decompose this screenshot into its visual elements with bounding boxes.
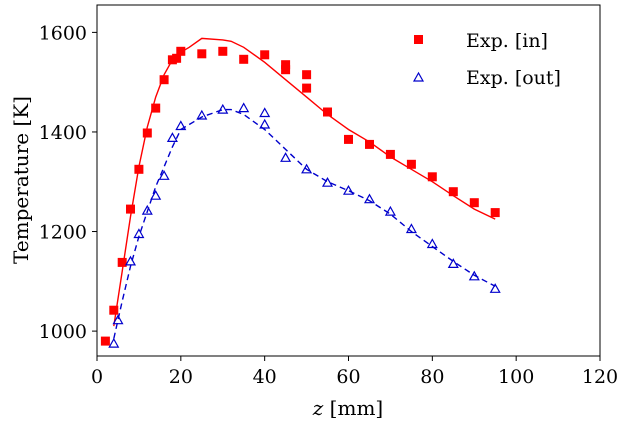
point-exp-out [112,314,124,325]
point-exp-out [158,170,170,180]
x-axis-label: z [mm] [312,396,383,420]
point-exp-out [447,258,459,268]
point-exp-in [302,70,312,80]
point-exp-out [196,109,208,120]
point-exp-out [489,283,501,293]
point-exp-in [365,139,374,149]
point-exp-out [217,103,229,114]
point-exp-out [124,255,137,266]
model-line-out [113,108,496,339]
point-exp-in [159,75,169,85]
legend-label-exp-in: Exp. [in] [466,30,548,52]
x-tick-label: 20 [169,366,193,388]
point-exp-in [490,208,500,218]
point-exp-out [363,193,376,204]
point-exp-out [141,204,153,215]
point-exp-out [133,228,145,239]
point-exp-out [301,163,313,174]
point-exp-out [426,238,438,249]
point-exp-in [281,60,291,70]
legend-label-exp-out: Exp. [out] [466,67,561,89]
model-line-in [113,37,496,327]
point-exp-out [166,132,178,142]
x-tick-label: 60 [336,366,360,388]
point-exp-out [405,223,417,234]
x-axis-variable: z [312,396,324,420]
point-exp-in [109,305,119,315]
point-exp-in [100,336,110,346]
point-exp-in [134,164,144,174]
point-exp-out [280,152,292,162]
point-exp-in [344,134,353,144]
point-exp-out [175,120,187,131]
point-exp-in [126,204,135,214]
point-exp-in [218,46,228,56]
x-axis-unit: [mm] [323,396,383,420]
point-exp-out [342,184,355,195]
point-exp-in [151,103,161,113]
point-exp-in [406,159,416,169]
point-exp-in [469,198,479,208]
y-tick-label: 1400 [39,122,87,144]
point-exp-out [108,337,120,348]
x-tick-label: 100 [498,366,534,388]
y-axis-label: Temperature [K] [9,96,33,264]
point-exp-in [385,149,395,159]
point-exp-in [176,46,186,56]
point-exp-out [259,118,271,129]
legend: Exp. [in] Exp. [out] [412,30,561,89]
x-tick-label: 0 [91,366,103,388]
point-exp-in [117,257,127,267]
point-exp-in [260,50,270,60]
point-exp-in [302,83,312,93]
y-tick-label: 1600 [39,22,87,44]
y-tick-label: 1000 [39,321,87,343]
point-exp-in [239,54,249,64]
point-exp-out [150,189,162,200]
point-exp-in [427,172,437,182]
x-tick-label: 40 [253,366,277,388]
point-exp-in [172,53,182,63]
y-tick-label: 1200 [39,222,87,244]
point-exp-out [468,270,480,281]
point-exp-in [197,49,207,59]
x-tick-label: 120 [582,366,618,388]
legend-marker-exp-in [414,35,423,44]
point-exp-out [259,107,271,118]
x-tick-label: 80 [420,366,444,388]
point-exp-out [238,102,250,113]
point-exp-in [142,128,152,138]
point-exp-in [281,65,291,75]
point-exp-out [384,205,396,216]
point-exp-in [323,107,332,117]
legend-marker-exp-out [412,71,425,82]
point-exp-out [321,176,334,187]
point-exp-in [448,187,458,197]
